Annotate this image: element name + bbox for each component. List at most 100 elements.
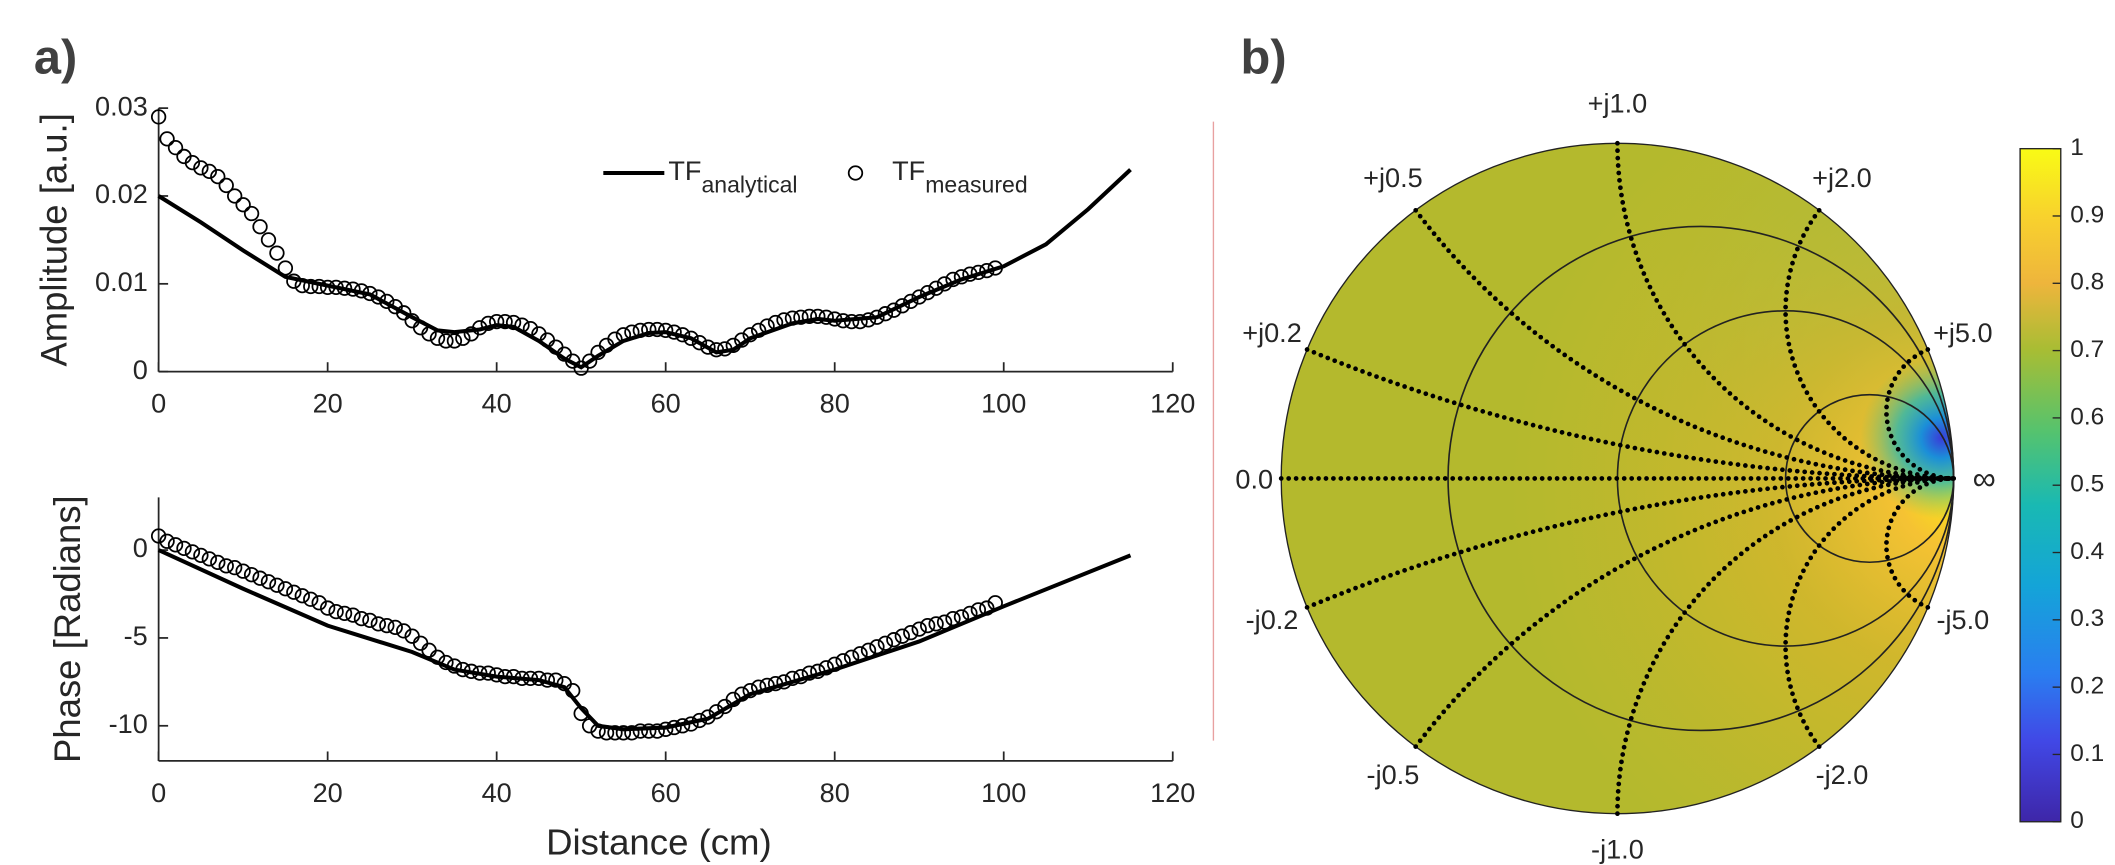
data-point bbox=[793, 309, 809, 325]
data-point bbox=[269, 245, 285, 261]
y-axis-label: Phase [Radians] bbox=[47, 495, 88, 763]
data-point bbox=[641, 723, 657, 739]
data-point bbox=[472, 320, 488, 336]
data-point bbox=[776, 674, 792, 690]
data-point bbox=[184, 544, 201, 560]
real-axis-label: ∞ bbox=[1973, 461, 1996, 497]
data-point bbox=[810, 663, 826, 679]
x-tick-label: 60 bbox=[651, 777, 681, 808]
colorbar-tick-label: 0 bbox=[2070, 807, 2084, 834]
data-point bbox=[581, 718, 598, 734]
data-point bbox=[328, 279, 344, 295]
data-point bbox=[700, 709, 716, 725]
data-point bbox=[379, 618, 395, 634]
data-point bbox=[818, 309, 834, 325]
data-point bbox=[505, 668, 522, 685]
data-point bbox=[920, 284, 936, 301]
data-point bbox=[903, 625, 919, 641]
panel-label: a) bbox=[34, 31, 77, 85]
legend-label: TFanalytical bbox=[668, 155, 797, 197]
data-point bbox=[539, 672, 556, 688]
reactance-arc bbox=[1413, 476, 1957, 749]
data-point bbox=[396, 305, 412, 321]
data-point bbox=[548, 672, 564, 688]
data-point bbox=[210, 554, 226, 571]
data-point bbox=[286, 273, 302, 289]
reactance-label: -j2.0 bbox=[1816, 759, 1869, 790]
data-point bbox=[725, 337, 741, 353]
data-point bbox=[827, 656, 843, 672]
data-point bbox=[150, 528, 167, 544]
data-point bbox=[843, 649, 860, 665]
data-point bbox=[742, 327, 758, 343]
data-point bbox=[472, 665, 488, 681]
x-tick-label: 100 bbox=[981, 777, 1026, 808]
x-tick-label: 40 bbox=[482, 388, 512, 419]
data-point bbox=[970, 264, 987, 281]
reactance-arc bbox=[1413, 207, 1957, 481]
data-point bbox=[624, 725, 640, 741]
data-point bbox=[218, 177, 234, 194]
data-point bbox=[945, 271, 961, 288]
x-tick-label: 0 bbox=[151, 388, 166, 419]
data-point bbox=[455, 661, 471, 678]
data-point bbox=[708, 342, 725, 358]
data-point bbox=[953, 269, 970, 285]
data-point bbox=[243, 205, 260, 222]
data-point bbox=[336, 280, 353, 296]
reactance-label: +j0.5 bbox=[1363, 162, 1423, 193]
reactance-label: -j0.2 bbox=[1246, 604, 1299, 635]
y-tick-label: 0 bbox=[133, 354, 148, 385]
reactance-arc bbox=[1783, 476, 1957, 749]
data-point bbox=[210, 169, 226, 185]
data-point bbox=[353, 610, 370, 627]
data-point bbox=[412, 635, 429, 651]
reactance-label: +j0.2 bbox=[1242, 317, 1302, 348]
data-point bbox=[243, 567, 260, 583]
data-point bbox=[835, 653, 851, 669]
data-point bbox=[260, 232, 277, 248]
colorbar-tick-label: 0.9 bbox=[2070, 201, 2104, 228]
data-point bbox=[649, 321, 665, 338]
data-point bbox=[184, 154, 201, 171]
data-point bbox=[936, 614, 953, 630]
colorbar-tick-label: 0.6 bbox=[2070, 403, 2104, 430]
data-point bbox=[286, 584, 302, 600]
data-point bbox=[683, 716, 699, 732]
data-point bbox=[911, 289, 927, 305]
x-tick-label: 20 bbox=[313, 388, 343, 419]
data-point bbox=[615, 725, 632, 741]
reactance-arc bbox=[1884, 347, 1957, 481]
data-point bbox=[666, 324, 682, 340]
data-point bbox=[396, 623, 412, 639]
data-point bbox=[489, 667, 505, 683]
data-point bbox=[480, 665, 496, 681]
data-point bbox=[903, 293, 919, 310]
data-point bbox=[176, 540, 192, 556]
data-point bbox=[810, 308, 826, 324]
data-point bbox=[581, 353, 598, 369]
data-point bbox=[877, 306, 894, 322]
data-point bbox=[953, 609, 970, 625]
data-point bbox=[666, 719, 682, 736]
data-point bbox=[928, 280, 944, 296]
data-point bbox=[674, 718, 691, 734]
data-point bbox=[319, 279, 336, 295]
data-point bbox=[835, 313, 851, 329]
data-point bbox=[708, 704, 725, 720]
data-point bbox=[649, 723, 665, 739]
data-point bbox=[421, 642, 437, 658]
data-point bbox=[277, 260, 294, 276]
data-point bbox=[886, 302, 902, 318]
data-point bbox=[193, 547, 209, 563]
data-point bbox=[827, 311, 843, 327]
data-point bbox=[734, 686, 750, 702]
data-point bbox=[514, 317, 530, 333]
reactance-arc bbox=[1304, 347, 1957, 481]
data-point bbox=[801, 308, 818, 324]
y-axis-label: Amplitude [a.u.] bbox=[34, 113, 75, 366]
reactance-arc bbox=[1884, 476, 1957, 610]
data-point bbox=[252, 219, 268, 235]
colorbar-tick-label: 0.2 bbox=[2070, 673, 2104, 700]
